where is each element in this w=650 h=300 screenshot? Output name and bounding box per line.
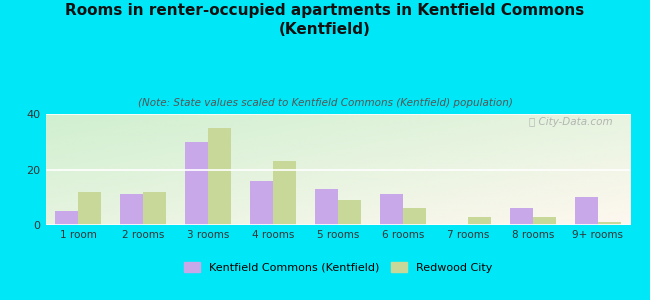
Bar — [250, 181, 273, 225]
Bar — [143, 192, 166, 225]
Text: Rooms in renter-occupied apartments in Kentfield Commons
(Kentfield): Rooms in renter-occupied apartments in K… — [66, 3, 584, 37]
Bar — [380, 194, 403, 225]
Bar — [273, 161, 296, 225]
Bar — [468, 217, 491, 225]
Bar — [185, 142, 208, 225]
Bar — [208, 128, 231, 225]
Bar — [533, 217, 556, 225]
Bar — [315, 189, 338, 225]
Legend: Kentfield Commons (Kentfield), Redwood City: Kentfield Commons (Kentfield), Redwood C… — [179, 257, 497, 277]
Bar — [55, 211, 78, 225]
Bar — [598, 222, 621, 225]
Bar — [120, 194, 143, 225]
Text: ⓘ City-Data.com: ⓘ City-Data.com — [529, 117, 613, 127]
Bar — [403, 208, 426, 225]
Bar — [338, 200, 361, 225]
Bar — [510, 208, 533, 225]
Text: (Note: State values scaled to Kentfield Commons (Kentfield) population): (Note: State values scaled to Kentfield … — [138, 98, 512, 108]
Bar — [78, 192, 101, 225]
Bar — [575, 197, 598, 225]
